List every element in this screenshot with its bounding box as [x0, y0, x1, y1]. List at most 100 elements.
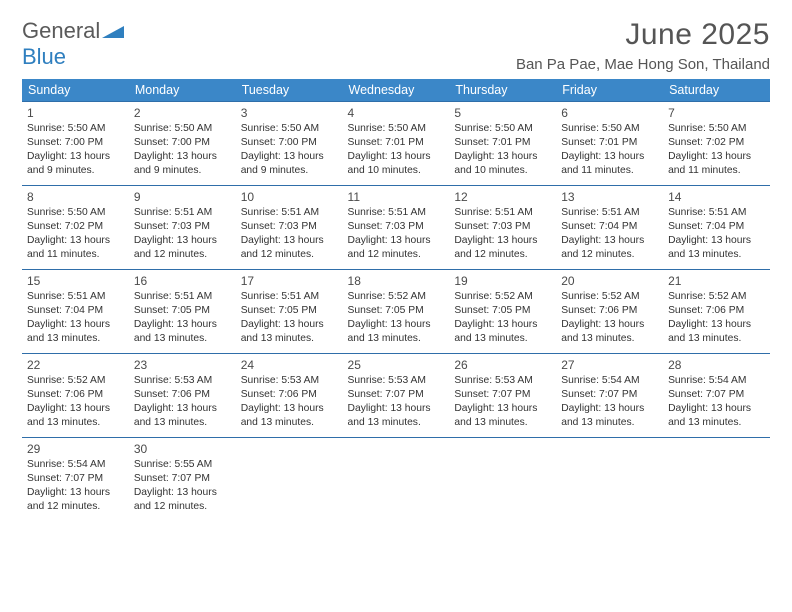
sunset-text: Sunset: 7:03 PM: [241, 220, 338, 234]
calendar-row: 29Sunrise: 5:54 AMSunset: 7:07 PMDayligh…: [22, 438, 770, 522]
day-number: 27: [561, 357, 658, 373]
calendar-cell: 20Sunrise: 5:52 AMSunset: 7:06 PMDayligh…: [556, 270, 663, 354]
sunrise-text: Sunrise: 5:51 AM: [134, 206, 231, 220]
sunrise-text: Sunrise: 5:53 AM: [134, 374, 231, 388]
day-number: 16: [134, 273, 231, 289]
calendar-table: Sunday Monday Tuesday Wednesday Thursday…: [22, 79, 770, 522]
sunset-text: Sunset: 7:01 PM: [454, 136, 551, 150]
daylight-text: Daylight: 13 hours and 13 minutes.: [561, 402, 658, 430]
daylight-text: Daylight: 13 hours and 12 minutes.: [561, 234, 658, 262]
daylight-text: Daylight: 13 hours and 13 minutes.: [241, 402, 338, 430]
day-number: 30: [134, 441, 231, 457]
sunset-text: Sunset: 7:05 PM: [134, 304, 231, 318]
calendar-cell: 23Sunrise: 5:53 AMSunset: 7:06 PMDayligh…: [129, 354, 236, 438]
day-number: 7: [668, 105, 765, 121]
calendar-cell-empty: [449, 438, 556, 522]
logo-word-blue: Blue: [22, 44, 66, 69]
sunrise-text: Sunrise: 5:50 AM: [454, 122, 551, 136]
sunset-text: Sunset: 7:00 PM: [27, 136, 124, 150]
sunset-text: Sunset: 7:06 PM: [27, 388, 124, 402]
calendar-cell: 4Sunrise: 5:50 AMSunset: 7:01 PMDaylight…: [343, 102, 450, 186]
day-number: 10: [241, 189, 338, 205]
sunset-text: Sunset: 7:02 PM: [668, 136, 765, 150]
daylight-text: Daylight: 13 hours and 9 minutes.: [134, 150, 231, 178]
calendar-cell: 22Sunrise: 5:52 AMSunset: 7:06 PMDayligh…: [22, 354, 129, 438]
sunset-text: Sunset: 7:03 PM: [348, 220, 445, 234]
sunrise-text: Sunrise: 5:53 AM: [454, 374, 551, 388]
day-number: 17: [241, 273, 338, 289]
daylight-text: Daylight: 13 hours and 11 minutes.: [668, 150, 765, 178]
calendar-cell: 14Sunrise: 5:51 AMSunset: 7:04 PMDayligh…: [663, 186, 770, 270]
sunrise-text: Sunrise: 5:50 AM: [134, 122, 231, 136]
calendar-cell: 6Sunrise: 5:50 AMSunset: 7:01 PMDaylight…: [556, 102, 663, 186]
daylight-text: Daylight: 13 hours and 13 minutes.: [454, 402, 551, 430]
logo-triangle-icon: [102, 25, 124, 42]
day-number: 19: [454, 273, 551, 289]
sunset-text: Sunset: 7:02 PM: [27, 220, 124, 234]
calendar-cell: 3Sunrise: 5:50 AMSunset: 7:00 PMDaylight…: [236, 102, 343, 186]
location-text: Ban Pa Pae, Mae Hong Son, Thailand: [516, 56, 770, 73]
sunrise-text: Sunrise: 5:54 AM: [668, 374, 765, 388]
title-block: June 2025 Ban Pa Pae, Mae Hong Son, Thai…: [516, 18, 770, 73]
calendar-cell: 12Sunrise: 5:51 AMSunset: 7:03 PMDayligh…: [449, 186, 556, 270]
weekday-header: Monday: [129, 79, 236, 102]
calendar-body: 1Sunrise: 5:50 AMSunset: 7:00 PMDaylight…: [22, 102, 770, 522]
day-number: 29: [27, 441, 124, 457]
day-number: 13: [561, 189, 658, 205]
sunrise-text: Sunrise: 5:52 AM: [668, 290, 765, 304]
calendar-cell: 1Sunrise: 5:50 AMSunset: 7:00 PMDaylight…: [22, 102, 129, 186]
sunrise-text: Sunrise: 5:52 AM: [454, 290, 551, 304]
sunset-text: Sunset: 7:04 PM: [27, 304, 124, 318]
weekday-header: Sunday: [22, 79, 129, 102]
day-number: 18: [348, 273, 445, 289]
day-number: 4: [348, 105, 445, 121]
day-number: 8: [27, 189, 124, 205]
calendar-cell: 28Sunrise: 5:54 AMSunset: 7:07 PMDayligh…: [663, 354, 770, 438]
daylight-text: Daylight: 13 hours and 13 minutes.: [134, 402, 231, 430]
sunset-text: Sunset: 7:06 PM: [668, 304, 765, 318]
day-number: 12: [454, 189, 551, 205]
daylight-text: Daylight: 13 hours and 12 minutes.: [134, 486, 231, 514]
sunrise-text: Sunrise: 5:51 AM: [348, 206, 445, 220]
day-number: 2: [134, 105, 231, 121]
day-number: 14: [668, 189, 765, 205]
calendar-cell: 8Sunrise: 5:50 AMSunset: 7:02 PMDaylight…: [22, 186, 129, 270]
calendar-cell-empty: [556, 438, 663, 522]
sunrise-text: Sunrise: 5:50 AM: [27, 122, 124, 136]
sunset-text: Sunset: 7:07 PM: [134, 472, 231, 486]
weekday-header: Wednesday: [343, 79, 450, 102]
weekday-header: Thursday: [449, 79, 556, 102]
day-number: 26: [454, 357, 551, 373]
calendar-cell: 15Sunrise: 5:51 AMSunset: 7:04 PMDayligh…: [22, 270, 129, 354]
daylight-text: Daylight: 13 hours and 13 minutes.: [348, 318, 445, 346]
daylight-text: Daylight: 13 hours and 12 minutes.: [27, 486, 124, 514]
sunrise-text: Sunrise: 5:51 AM: [454, 206, 551, 220]
sunrise-text: Sunrise: 5:52 AM: [561, 290, 658, 304]
calendar-cell: 16Sunrise: 5:51 AMSunset: 7:05 PMDayligh…: [129, 270, 236, 354]
sunset-text: Sunset: 7:01 PM: [561, 136, 658, 150]
day-number: 23: [134, 357, 231, 373]
daylight-text: Daylight: 13 hours and 13 minutes.: [454, 318, 551, 346]
daylight-text: Daylight: 13 hours and 11 minutes.: [27, 234, 124, 262]
calendar-cell: 17Sunrise: 5:51 AMSunset: 7:05 PMDayligh…: [236, 270, 343, 354]
sunset-text: Sunset: 7:07 PM: [454, 388, 551, 402]
calendar-cell: 11Sunrise: 5:51 AMSunset: 7:03 PMDayligh…: [343, 186, 450, 270]
day-number: 22: [27, 357, 124, 373]
weekday-header: Friday: [556, 79, 663, 102]
day-number: 11: [348, 189, 445, 205]
calendar-cell-empty: [343, 438, 450, 522]
day-number: 1: [27, 105, 124, 121]
calendar-cell: 13Sunrise: 5:51 AMSunset: 7:04 PMDayligh…: [556, 186, 663, 270]
sunset-text: Sunset: 7:01 PM: [348, 136, 445, 150]
weekday-header: Saturday: [663, 79, 770, 102]
day-number: 28: [668, 357, 765, 373]
calendar-row: 22Sunrise: 5:52 AMSunset: 7:06 PMDayligh…: [22, 354, 770, 438]
sunrise-text: Sunrise: 5:52 AM: [348, 290, 445, 304]
daylight-text: Daylight: 13 hours and 12 minutes.: [348, 234, 445, 262]
calendar-cell: 29Sunrise: 5:54 AMSunset: 7:07 PMDayligh…: [22, 438, 129, 522]
sunset-text: Sunset: 7:06 PM: [561, 304, 658, 318]
calendar-cell: 18Sunrise: 5:52 AMSunset: 7:05 PMDayligh…: [343, 270, 450, 354]
sunset-text: Sunset: 7:04 PM: [668, 220, 765, 234]
day-number: 25: [348, 357, 445, 373]
sunrise-text: Sunrise: 5:50 AM: [668, 122, 765, 136]
